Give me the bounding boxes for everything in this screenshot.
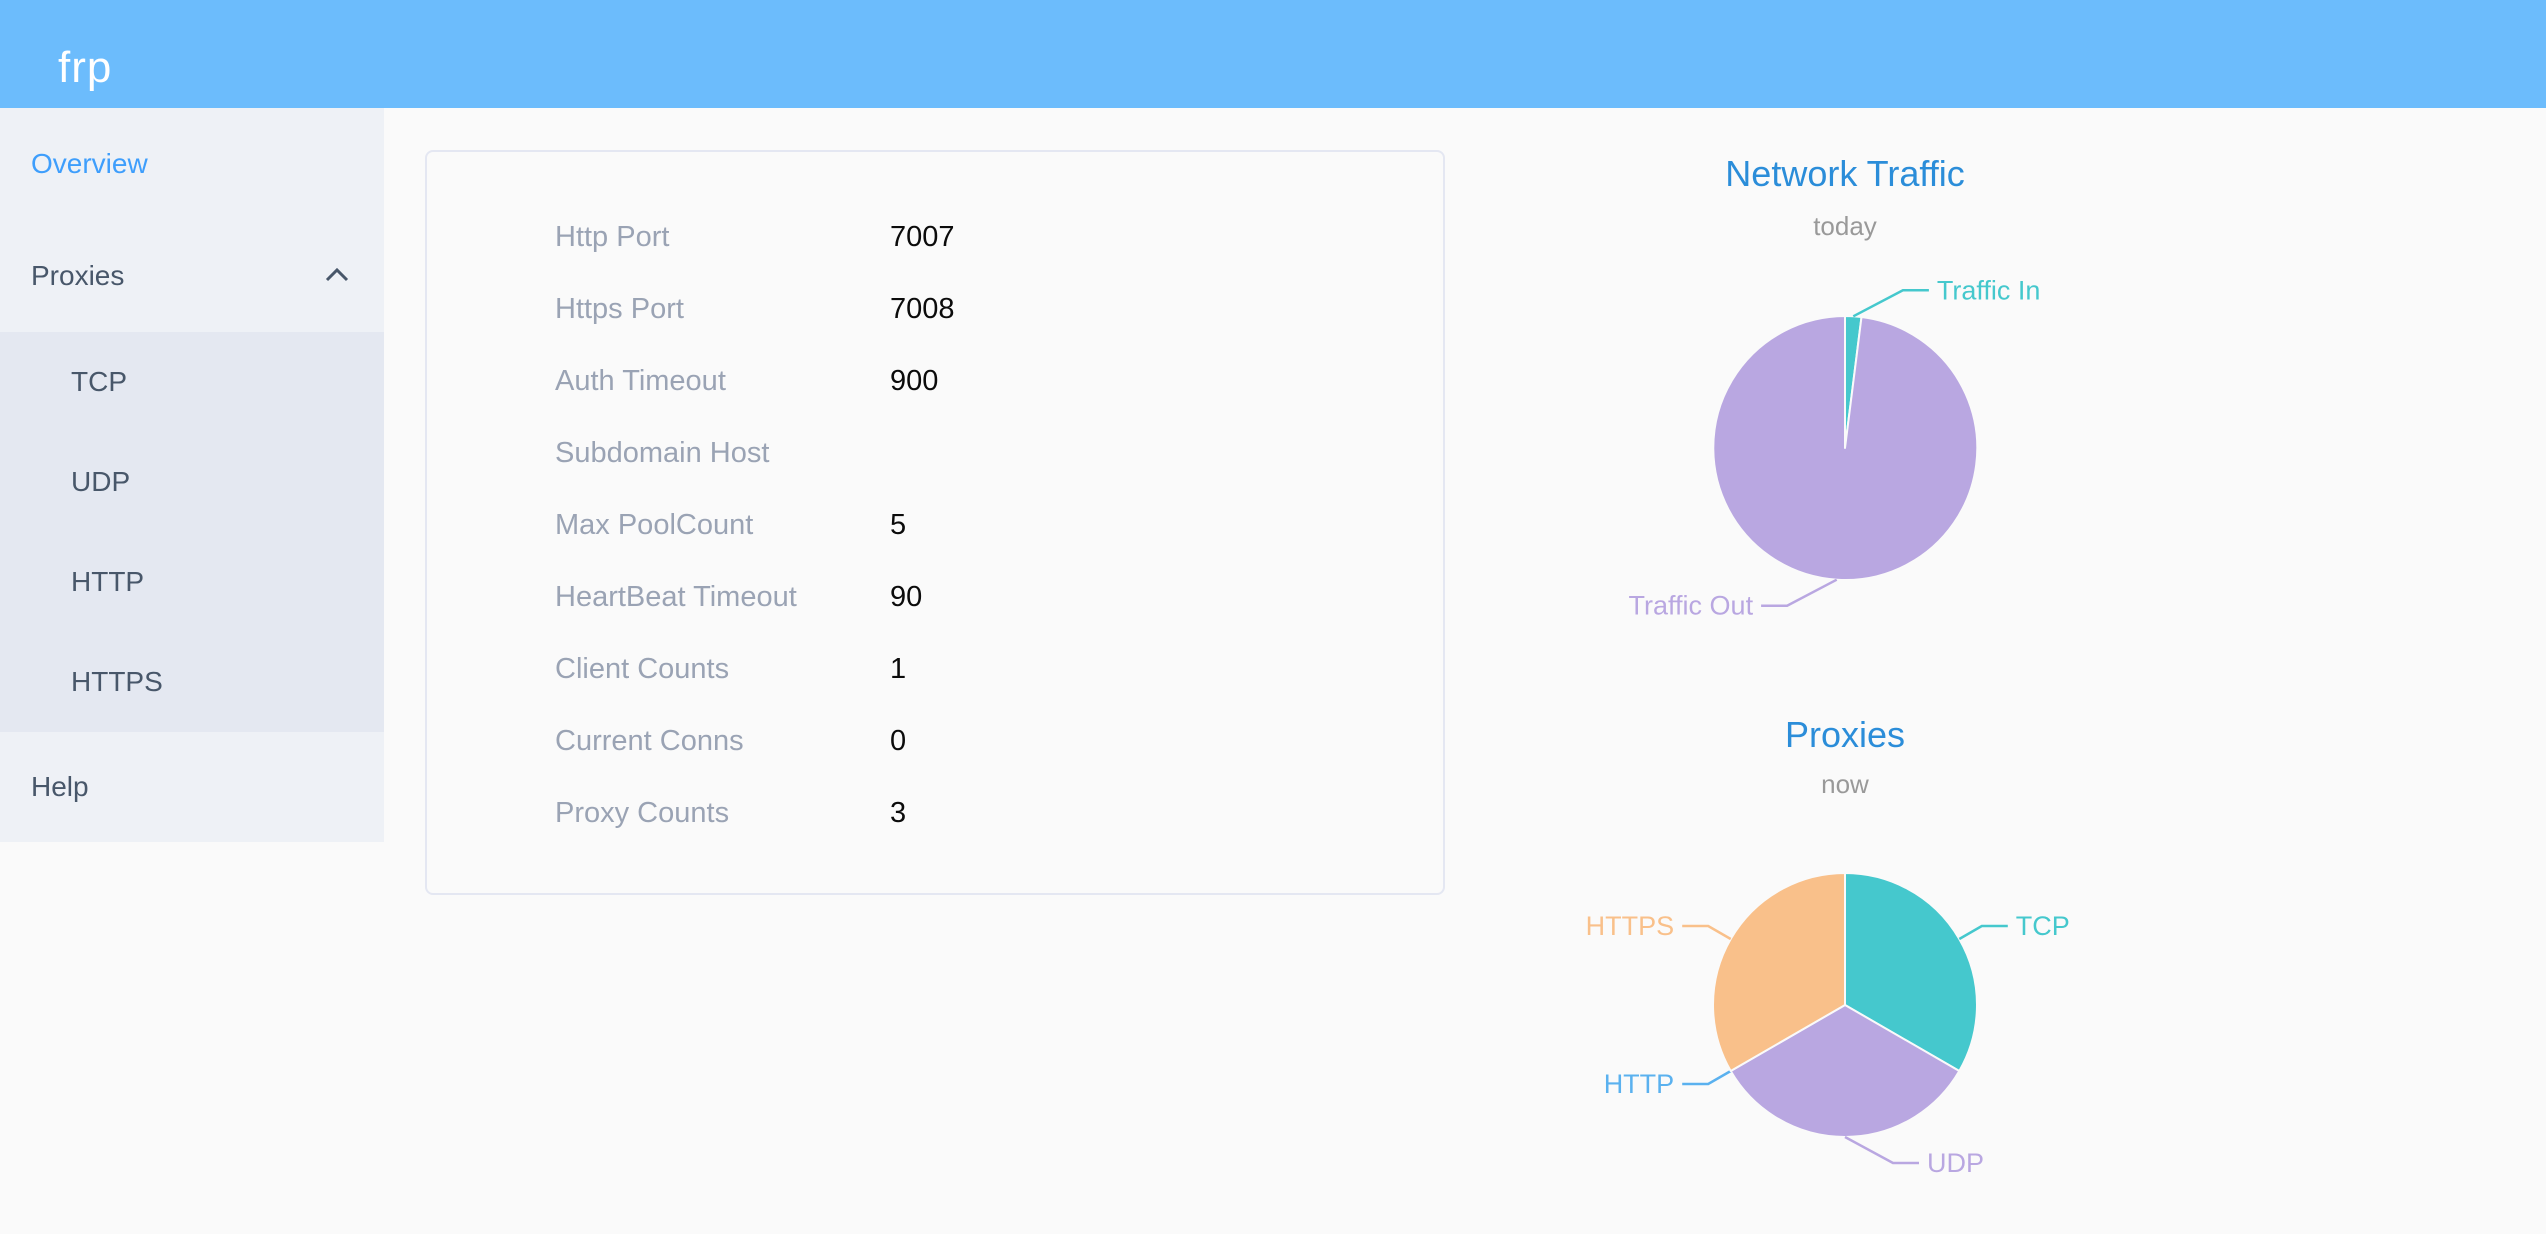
- pie-label-udp: UDP: [1927, 1148, 1984, 1178]
- info-label: Proxy Counts: [555, 796, 730, 829]
- info-row-heartbeat-timeout: HeartBeat Timeout 90: [555, 561, 1443, 633]
- server-info-rows: Http Port 7007 Https Port 7008 Auth Time…: [427, 152, 1443, 849]
- info-value: 0: [890, 724, 907, 757]
- info-label: Subdomain Host: [555, 436, 770, 469]
- info-label: Current Conns: [555, 724, 744, 757]
- sidebar-item-https[interactable]: HTTPS: [71, 666, 163, 697]
- info-row-client-counts: Client Counts 1: [555, 633, 1443, 705]
- info-value: 3: [890, 796, 907, 829]
- info-row-https-port: Https Port 7008: [555, 273, 1443, 345]
- info-row-proxy-counts: Proxy Counts 3: [555, 777, 1443, 849]
- info-label: Auth Timeout: [555, 364, 726, 397]
- info-label: Client Counts: [555, 652, 730, 685]
- sidebar-item-proxies[interactable]: Proxies: [0, 220, 384, 332]
- info-label: HeartBeat Timeout: [555, 580, 797, 613]
- sidebar-item-http[interactable]: HTTP: [71, 566, 145, 597]
- server-info-card: Http Port 7007 Https Port 7008 Auth Time…: [425, 150, 1445, 895]
- info-value: 1: [890, 652, 907, 685]
- info-row-current-conns: Current Conns 0: [555, 705, 1443, 777]
- pie-slice-traffic-out[interactable]: [1712, 315, 1979, 581]
- sidebar: Overview Proxies TCP UDP HTTP HTTPS Help: [0, 108, 384, 842]
- sidebar-item-overview[interactable]: Overview: [31, 148, 148, 179]
- proxies-chart-subtitle: now: [1821, 769, 1869, 799]
- network-traffic-chart-title: Network Traffic: [1725, 153, 1965, 194]
- proxies-chart-title: Proxies: [1784, 714, 1906, 755]
- pie-label-line-udp: [1844, 1135, 1919, 1165]
- pie-label-https: HTTPS: [1586, 911, 1675, 941]
- info-row-subdomain-host: Subdomain Host: [555, 417, 1443, 489]
- network-traffic-chart-subtitle: today: [1813, 211, 1877, 241]
- app-logo: frp: [58, 43, 113, 92]
- info-value: 90: [890, 580, 923, 613]
- pie-label-line-traffic-out: [1761, 578, 1838, 607]
- info-value: 7008: [890, 292, 955, 325]
- pie-label-traffic-out: Traffic Out: [1629, 591, 1754, 621]
- pie-label-traffic-in: Traffic In: [1937, 275, 2041, 305]
- network-traffic-pie: Traffic In Traffic Out: [1629, 275, 2041, 621]
- proxies-pie: TCP UDP HTTP HTTPS: [1586, 872, 2070, 1178]
- sidebar-item-help[interactable]: Help: [31, 771, 89, 802]
- pie-label-http: HTTP: [1604, 1069, 1675, 1099]
- pie-label-line-tcp: [1958, 924, 2008, 941]
- sidebar-item-proxies-label: Proxies: [31, 260, 125, 291]
- info-row-auth-timeout: Auth Timeout 900: [555, 345, 1443, 417]
- proxies-submenu: TCP UDP HTTP HTTPS: [0, 332, 384, 732]
- info-label: Http Port: [555, 220, 670, 253]
- info-row-max-poolcount: Max PoolCount 5: [555, 489, 1443, 561]
- pie-label-line-https: [1682, 924, 1732, 941]
- info-value: 900: [890, 364, 939, 397]
- sidebar-item-tcp[interactable]: TCP: [71, 366, 127, 397]
- pie-slice-https[interactable]: [1712, 872, 1846, 1072]
- info-row-http-port: Http Port 7007: [555, 201, 1443, 273]
- pie-slice-udp[interactable]: [1729, 1004, 1961, 1138]
- info-value: 5: [890, 508, 907, 541]
- pie-slice-tcp[interactable]: [1844, 872, 1978, 1072]
- pie-label-line-traffic-in: [1852, 289, 1929, 318]
- info-label: Max PoolCount: [555, 508, 754, 541]
- pie-label-tcp: TCP: [2016, 911, 2070, 941]
- pie-label-line-http: [1682, 1069, 1732, 1086]
- sidebar-item-udp[interactable]: UDP: [71, 466, 131, 497]
- info-value: 7007: [890, 220, 955, 253]
- info-label: Https Port: [555, 292, 684, 325]
- chevron-up-icon: [325, 267, 349, 282]
- app-header: frp: [0, 0, 2546, 108]
